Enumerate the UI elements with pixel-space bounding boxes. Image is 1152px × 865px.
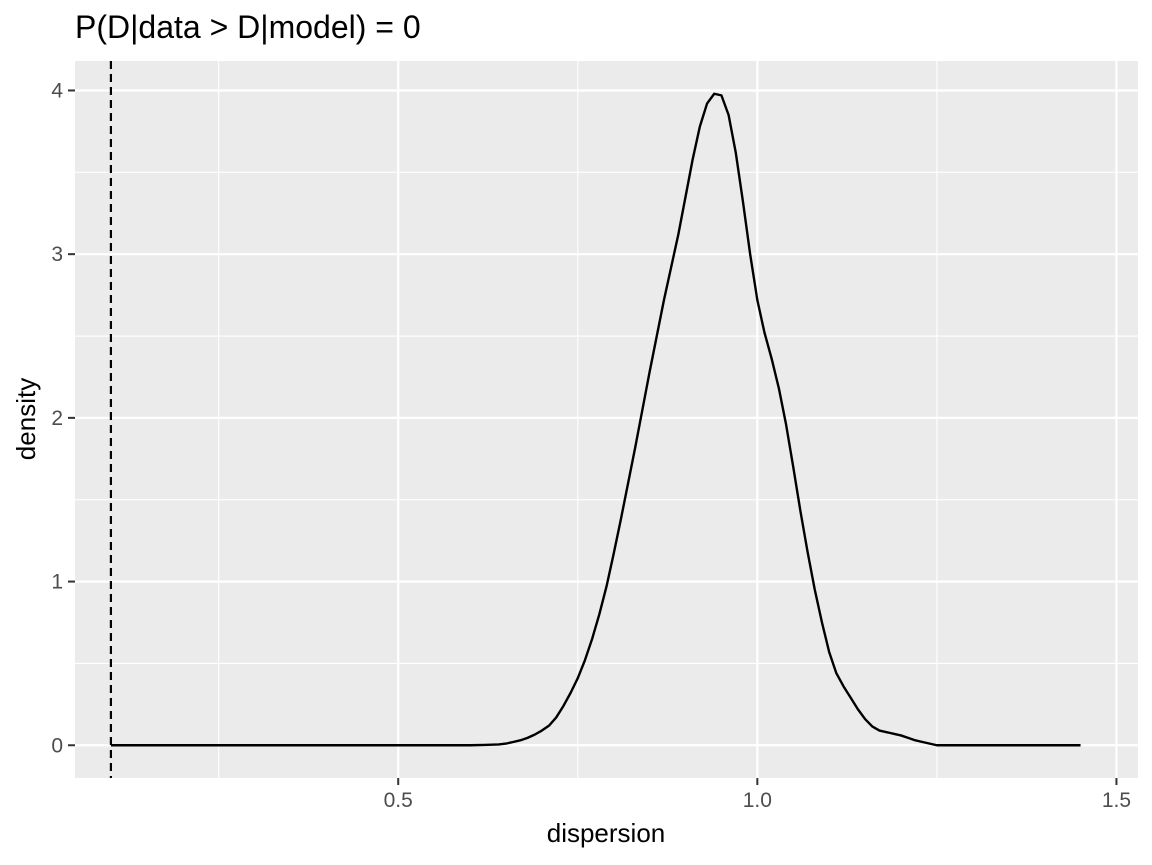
x-tick-label: 1.5 <box>1102 789 1131 812</box>
y-tick-label: 1 <box>51 571 63 594</box>
y-axis: 0 1 2 3 4 <box>51 79 75 757</box>
y-tick-label: 2 <box>51 407 63 430</box>
x-axis-title: dispersion <box>547 818 666 848</box>
y-tick-label: 4 <box>51 79 63 102</box>
x-tick-label: 1.0 <box>743 789 772 812</box>
plot-panel <box>75 61 1138 778</box>
y-tick-label: 0 <box>51 734 63 757</box>
density-curve <box>110 92 1081 747</box>
x-tick-label: 0.5 <box>384 789 413 812</box>
y-tick-label: 3 <box>51 243 63 266</box>
minor-gridlines <box>75 61 1138 778</box>
chart-marks <box>109 61 1081 778</box>
chart-title: P(D|data > D|model) = 0 <box>75 9 421 45</box>
y-axis-title: density <box>11 378 41 460</box>
x-axis: 0.5 1.0 1.5 <box>384 778 1131 812</box>
